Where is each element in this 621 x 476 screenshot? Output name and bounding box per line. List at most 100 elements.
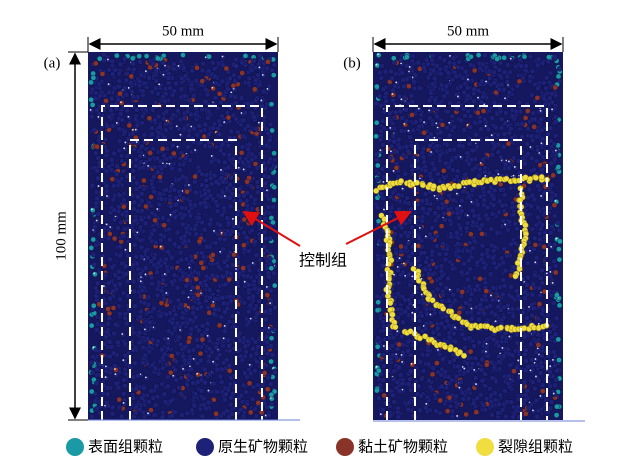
particle <box>223 65 230 72</box>
particle <box>403 106 409 113</box>
particle <box>260 88 267 95</box>
particle <box>462 68 469 75</box>
particle <box>210 125 217 131</box>
particle <box>112 366 119 373</box>
particle <box>222 120 228 126</box>
particle <box>178 58 184 65</box>
particle <box>547 230 554 236</box>
particle <box>173 80 179 87</box>
particle-highlight <box>463 367 466 370</box>
particle <box>375 256 382 263</box>
particle <box>539 388 546 394</box>
particle-highlight <box>213 229 215 232</box>
particle-highlight <box>159 245 162 248</box>
particle <box>415 383 422 390</box>
particle <box>495 132 502 138</box>
particle <box>262 166 268 173</box>
particle <box>109 264 116 271</box>
particle <box>192 178 198 185</box>
particle <box>106 339 113 345</box>
particle <box>117 252 123 259</box>
particle <box>460 75 466 81</box>
particle <box>549 244 555 251</box>
particle <box>533 260 539 266</box>
particle-highlight <box>554 200 557 202</box>
particle-highlight <box>485 342 488 345</box>
particle <box>166 236 173 243</box>
particle <box>225 343 232 349</box>
particle-highlight <box>429 313 432 316</box>
particle <box>225 164 232 171</box>
particle <box>190 294 197 301</box>
particle <box>160 115 167 122</box>
particle <box>180 289 186 296</box>
particle <box>263 142 270 149</box>
particle <box>117 90 123 97</box>
particle <box>204 91 211 98</box>
particle <box>374 83 380 90</box>
particle <box>512 164 519 171</box>
particle <box>152 365 159 372</box>
particle <box>175 384 182 391</box>
particle <box>503 110 509 116</box>
particle <box>550 107 556 113</box>
particle <box>202 121 209 128</box>
particle <box>131 66 137 73</box>
particle-highlight <box>144 70 147 73</box>
particle <box>471 343 477 349</box>
particle <box>489 115 496 121</box>
particle <box>180 52 186 58</box>
particle-highlight <box>504 97 506 100</box>
particle <box>112 272 119 278</box>
particle <box>159 145 166 152</box>
particle <box>186 182 193 189</box>
particle <box>266 325 273 332</box>
particle <box>547 125 554 132</box>
particle <box>106 315 113 322</box>
particle <box>117 243 124 250</box>
particle <box>199 250 205 256</box>
particle <box>252 238 258 245</box>
particle <box>240 133 247 139</box>
particle <box>551 202 558 208</box>
particle <box>388 125 394 132</box>
particle <box>194 336 201 343</box>
particle <box>133 253 140 260</box>
particle <box>451 177 458 183</box>
particle <box>244 401 250 408</box>
particle <box>503 413 509 420</box>
particle <box>199 219 205 226</box>
particle <box>246 380 253 387</box>
particle <box>161 152 167 159</box>
particle <box>398 128 405 134</box>
particle <box>205 333 212 340</box>
particle <box>238 392 245 399</box>
particle <box>398 57 404 63</box>
particle <box>232 94 239 100</box>
particle <box>96 301 102 308</box>
particle <box>176 334 183 341</box>
particle <box>500 353 507 360</box>
particle <box>116 275 122 281</box>
particle <box>160 215 166 221</box>
particle <box>160 59 166 66</box>
particle <box>94 167 100 174</box>
particle <box>153 68 160 74</box>
particle <box>403 76 410 83</box>
particle <box>221 259 228 265</box>
particle <box>238 150 245 156</box>
particle <box>461 89 468 96</box>
particle <box>265 59 271 65</box>
particle <box>97 93 103 99</box>
particle <box>458 197 465 204</box>
particle <box>219 113 225 120</box>
particle <box>176 126 183 132</box>
particle-highlight <box>404 274 407 277</box>
particle <box>164 290 170 297</box>
particle <box>204 320 211 327</box>
particle <box>226 367 233 374</box>
particle <box>408 206 414 213</box>
particle <box>94 380 100 387</box>
particle <box>527 341 534 347</box>
particle <box>209 181 215 187</box>
